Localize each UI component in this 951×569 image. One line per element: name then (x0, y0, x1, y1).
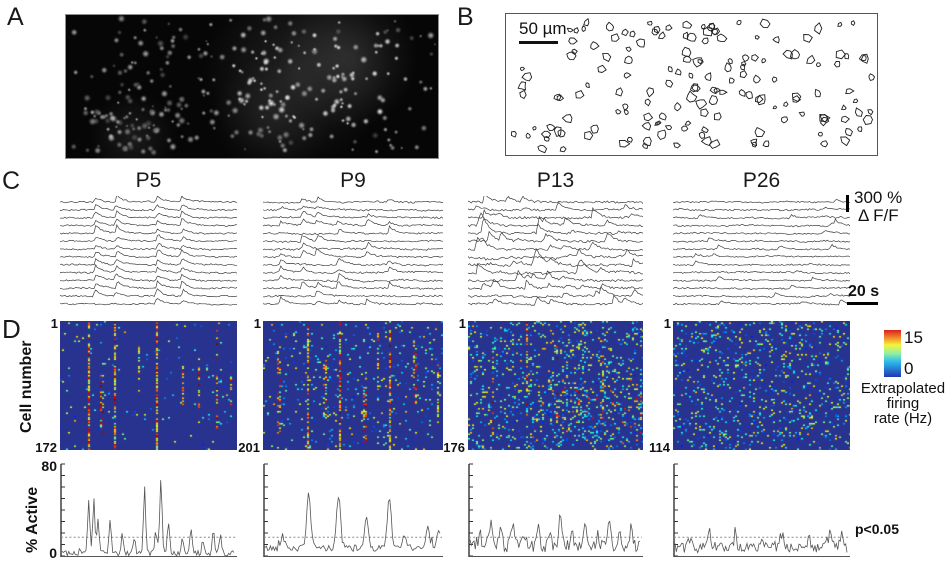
age-label-p9: P9 (340, 169, 366, 192)
calcium-traces-p13 (468, 196, 643, 306)
percent-active-plot-p13 (468, 463, 643, 557)
dff-scale-value: 300 % (854, 188, 903, 207)
colorbar-title-line2: firing (886, 395, 920, 412)
cell-outlines-drawing (511, 17, 876, 154)
panel-a-label: A (7, 3, 24, 31)
panel-c-label: C (2, 167, 21, 195)
age-label-p5: P5 (135, 169, 162, 192)
calcium-traces-p5 (60, 196, 237, 306)
cell-outline-map: 50 µm (505, 13, 878, 156)
dff-scale-unit: Δ F/F (858, 206, 899, 225)
raster-heatmap-p26 (673, 321, 850, 450)
first-cell-index-p9: 1 (253, 316, 261, 331)
first-cell-index-p5: 1 (50, 316, 58, 331)
firing-rate-colorbar (884, 330, 901, 377)
significance-label: p<0.05 (855, 521, 899, 537)
raster-heatmap-p9 (263, 321, 443, 450)
percent-active-axis-label: % Active (24, 486, 41, 554)
calcium-traces-p9 (263, 196, 443, 306)
age-label-p26: P26 (742, 169, 781, 192)
cell-count-p13: 176 (443, 440, 465, 455)
percent-active-plot-p5 (60, 463, 237, 558)
dff-scale-bar (846, 195, 849, 212)
first-cell-index-p13: 1 (458, 316, 466, 331)
calcium-fluorescence-image (65, 14, 439, 159)
cell-count-p5: 172 (35, 440, 57, 455)
colorbar-max-label: 15 (904, 328, 923, 347)
first-cell-index-p26: 1 (663, 316, 671, 331)
calcium-traces-p26 (673, 199, 850, 306)
cell-count-p9: 201 (238, 440, 260, 455)
cell-number-axis-label: Cell number (18, 340, 35, 434)
scale-bar-label: 50 µm (519, 19, 567, 38)
cell-count-p26: 114 (649, 440, 670, 455)
time-scale-bar (847, 302, 878, 305)
time-scale-label: 20 s (848, 283, 880, 300)
panel-b-label: B (457, 3, 474, 31)
percent-active-plot-p26 (673, 463, 850, 557)
active-ymin-label: 0 (49, 545, 57, 561)
active-ymax-label: 80 (41, 458, 57, 474)
scale-bar (519, 41, 558, 44)
raster-heatmap-p13 (468, 321, 643, 450)
percent-active-plot-p9 (263, 463, 443, 557)
panel-d-label: D (2, 314, 21, 344)
age-label-p13: P13 (536, 169, 575, 192)
colorbar-title-line3: rate (Hz) (873, 410, 933, 427)
raster-heatmap-p5 (60, 321, 237, 450)
colorbar-min-label: 0 (904, 359, 914, 378)
colorbar-title-line1: Extrapolated (860, 380, 946, 397)
